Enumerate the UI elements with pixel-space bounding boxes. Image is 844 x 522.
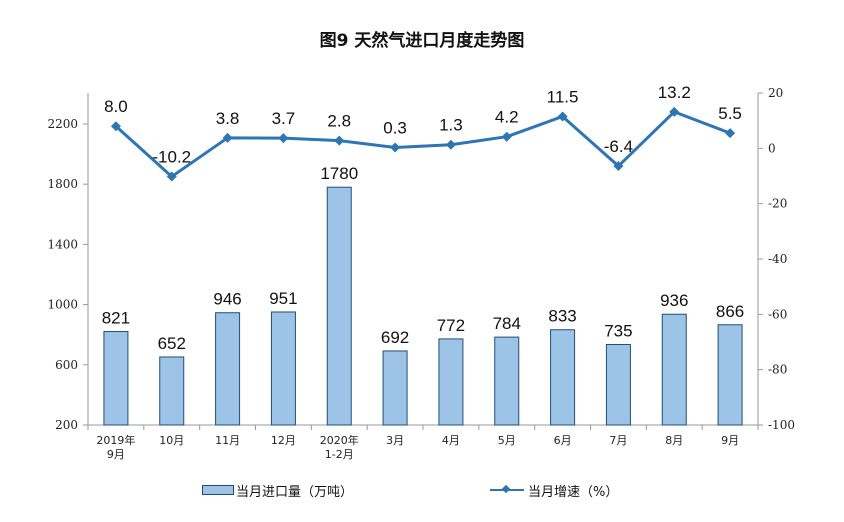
x-tick-label: 12月 [271,434,296,447]
x-tick-label: 2019年 9月 [96,433,135,461]
bar [605,343,631,426]
line-point-marker [557,111,568,122]
legend-line-label: 当月增速（%） [528,485,619,500]
line-point-marker [166,171,177,182]
line-data-label: 3.8 [216,109,240,128]
bar-data-label: 784 [493,314,521,333]
line-data-label: 11.5 [547,88,579,107]
line-point-marker [334,135,345,146]
line-data-label: 2.8 [327,112,351,131]
legend-bar-swatch [202,485,234,495]
bar [550,329,576,426]
x-tick-label: 6月 [554,434,572,447]
legend-bar-label: 当月进口量（万吨） [236,485,354,500]
right-tick-label: 20 [768,86,783,100]
bar-data-label: 652 [158,334,186,353]
right-tick-label: -40 [768,252,787,266]
left-tick-label: 600 [55,358,78,372]
line-point-marker [501,131,512,142]
x-tick-label: 8月 [665,434,683,447]
right-tick-label: -80 [768,363,787,377]
growth-line [114,110,731,179]
line-data-label: 0.3 [383,119,407,138]
bar [438,338,464,426]
left-tick-label: 2200 [47,117,78,131]
line-data-label: -6.4 [604,137,633,156]
bar-data-label: 1780 [320,164,358,183]
left-tick-label: 1800 [47,177,78,191]
line-data-label: 5.5 [718,104,742,123]
bar [717,324,743,426]
right-tick-label: 0 [768,141,776,155]
chart-title: 图9 天然气进口月度走势图 [319,31,525,51]
bar [270,311,296,426]
line-data-label: 13.2 [658,83,691,102]
x-tick-label: 4月 [442,434,460,447]
line-point-marker [725,128,736,139]
bar [326,186,352,426]
x-tick-label: 9月 [721,434,739,447]
left-tick-label: 1000 [47,298,78,312]
line-point-marker [278,133,289,144]
line-point-marker [613,161,624,172]
line-point-marker [110,121,121,132]
bar-data-label: 821 [102,309,130,328]
bar-data-label: 936 [660,291,688,310]
left-tick-label: 1400 [47,237,78,251]
line-point-marker [222,132,233,143]
bar [103,331,129,426]
line-data-label: 1.3 [439,116,463,135]
bar-data-label: 866 [716,302,744,321]
right-tick-label: -60 [768,307,787,321]
bar-data-label: 833 [548,307,576,326]
bar-data-label: 692 [381,328,409,347]
left-tick-label: 200 [55,418,78,432]
right-tick-label: -20 [768,197,787,211]
line-data-label: -10.2 [152,148,191,167]
bar [215,312,241,426]
bar [494,336,520,426]
x-tick-label: 10月 [159,434,184,447]
x-tick-label: 11月 [215,434,240,447]
line-data-label: 8.0 [104,97,128,116]
x-tick-label: 2020年 1-2月 [320,433,359,461]
bar [382,350,408,426]
bar [159,356,185,426]
right-tick-label: -100 [768,418,795,432]
line-data-label: 4.2 [495,108,519,127]
x-tick-label: 5月 [498,434,516,447]
line-point-marker [390,142,401,153]
x-tick-label: 7月 [609,434,627,447]
line-point-marker [669,106,680,117]
legend: 当月进口量（万吨） 当月增速（%） [0,481,844,501]
bar-data-label: 735 [604,321,632,340]
line-point-marker [445,139,456,150]
bar-data-label: 946 [213,290,241,309]
bar-data-label: 772 [437,316,465,335]
x-tick-label: 3月 [386,434,404,447]
legend-line-marker [501,484,511,494]
bar [661,313,687,426]
line-data-label: 3.7 [272,109,296,128]
bar-data-label: 951 [269,289,297,308]
